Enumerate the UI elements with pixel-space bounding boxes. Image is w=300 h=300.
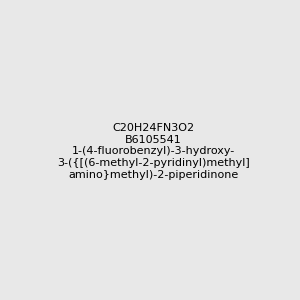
Text: C20H24FN3O2
B6105541
1-(4-fluorobenzyl)-3-hydroxy-
3-({[(6-methyl-2-pyridinyl)me: C20H24FN3O2 B6105541 1-(4-fluorobenzyl)-… xyxy=(57,123,250,180)
